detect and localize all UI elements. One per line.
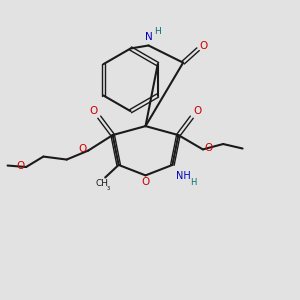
Text: H: H [190,178,196,187]
Text: H: H [154,27,161,36]
Text: O: O [205,143,213,153]
Text: N: N [145,32,153,42]
Text: O: O [141,177,150,187]
Text: O: O [89,106,98,116]
Text: O: O [194,106,202,116]
Text: O: O [78,144,86,154]
Text: ₃: ₃ [106,183,109,192]
Text: CH: CH [95,179,108,188]
Text: O: O [16,160,24,170]
Text: O: O [199,41,208,51]
Text: NH: NH [176,171,191,181]
